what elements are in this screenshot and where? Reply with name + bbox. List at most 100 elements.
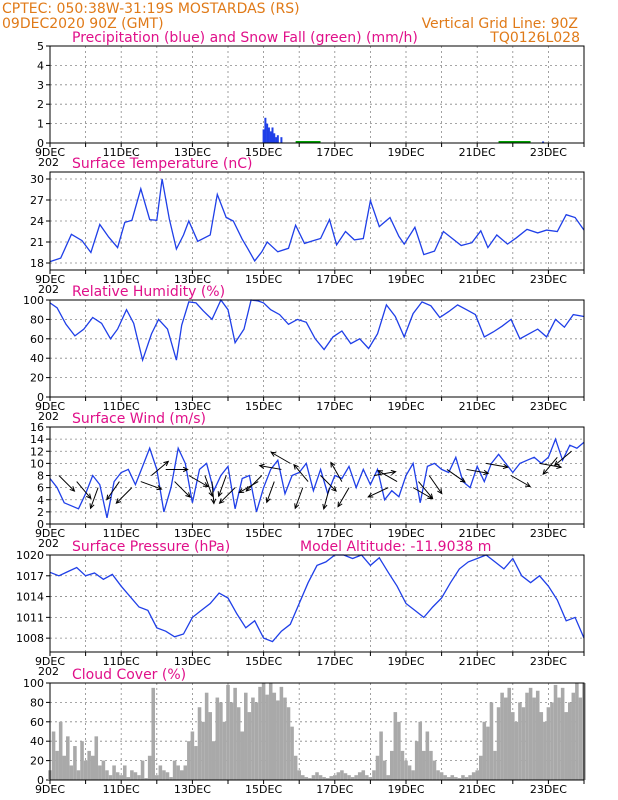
- cloud-bar: [105, 770, 109, 780]
- panel-title-wind: Surface Wind (m/s): [72, 411, 206, 427]
- wind-arrow: [188, 475, 209, 488]
- xtick-label: 11DEC: [103, 655, 140, 668]
- panel-precip: 0 1 2 3 4 5 9DEC 11DEC 13DEC 15DEC 17DEC 19DEC 21DEC…: [35, 40, 585, 169]
- xtick-label: 11DEC: [103, 400, 140, 413]
- wind-arrow-head: [202, 482, 209, 488]
- wind-arrow: [510, 475, 532, 488]
- wind-arrow-shaft: [373, 471, 396, 476]
- wind-arrow-head: [218, 498, 225, 504]
- cloud-bar: [557, 697, 561, 780]
- wind-arrow-shaft: [293, 464, 309, 482]
- wind-arrow-head: [553, 460, 560, 467]
- cloud-bar: [464, 777, 469, 780]
- wind-arrow-head: [390, 469, 397, 476]
- ytick-label: 6: [37, 482, 44, 495]
- cloud-bar: [297, 770, 301, 780]
- cloud-bar: [496, 707, 501, 780]
- wind-arrow-head: [210, 498, 217, 505]
- cloud-bar: [133, 772, 138, 780]
- xtick-label: 9DEC: [35, 527, 65, 540]
- cloud-bar: [73, 746, 77, 780]
- wind-arrow-head: [185, 492, 191, 498]
- cloud-bar: [158, 765, 163, 780]
- cloud-bar: [144, 778, 148, 780]
- wind-arrow: [294, 487, 304, 510]
- cloud-bar: [268, 683, 273, 780]
- xtick-label: 11DEC: [103, 273, 140, 286]
- ytick-label: 100: [23, 677, 44, 690]
- wind-arrow: [377, 469, 398, 482]
- rh-line: [49, 298, 585, 363]
- xtick-label: 19DEC: [387, 783, 424, 796]
- cloud-bar: [471, 772, 476, 780]
- xtick-label: 13DEC: [174, 273, 211, 286]
- cloud-bar: [304, 777, 309, 780]
- cloud-bar: [400, 750, 405, 780]
- cloud-bar: [425, 731, 430, 780]
- wind-arrow: [140, 481, 163, 491]
- wind-arrow-head: [525, 482, 532, 488]
- xtick-label: 17DEC: [316, 400, 353, 413]
- cloud-bar: [62, 755, 67, 780]
- ytick-label: 40: [30, 735, 44, 748]
- ytick-label: 24: [30, 215, 44, 228]
- panel-temp: 18 21 24 27 30 9DEC 11DEC 13DEC 15DEC 17DEC 19DEC 2…: [30, 171, 585, 296]
- wind-arrow-shaft: [211, 481, 215, 504]
- xtick-label: 9DEC: [35, 146, 65, 159]
- xtick-label: 15DEC: [245, 783, 282, 796]
- panel-frame: [49, 45, 585, 144]
- wind-arrow-head: [270, 451, 277, 457]
- wind-arrow-shaft: [204, 475, 213, 497]
- cloud-bar: [322, 777, 326, 780]
- wind-arrow-shaft: [330, 462, 343, 482]
- cloud-bar: [439, 772, 444, 780]
- ytick-label: 100: [23, 294, 44, 307]
- cloud-bar: [226, 684, 230, 780]
- panel-frame: [49, 171, 585, 271]
- ytick-label: 60: [30, 333, 44, 346]
- wind-arrow-head: [483, 469, 490, 476]
- cloud-bar: [461, 775, 465, 780]
- wind-arrow: [367, 487, 389, 498]
- cloud-bar: [204, 692, 209, 780]
- xtick-label: 17DEC: [316, 655, 353, 668]
- wind-arrow-head: [427, 493, 434, 500]
- cloud-bar: [539, 712, 544, 780]
- ytick-label: 8: [37, 470, 44, 483]
- cloud-bar: [372, 770, 376, 780]
- wind-arrow-shaft: [320, 475, 337, 492]
- cloud-bar: [361, 770, 366, 780]
- wind-arrow: [151, 460, 170, 476]
- xtick-label: 15DEC: [245, 146, 282, 159]
- cloud-bar: [468, 775, 472, 780]
- ytick-label: 10: [30, 457, 44, 470]
- cloud-bar: [211, 741, 216, 780]
- wind-arrow-head: [367, 492, 374, 498]
- cloud-bar: [443, 775, 447, 780]
- panel-frame: [49, 426, 585, 525]
- cloud-bar: [247, 712, 252, 780]
- wind-arrow-shaft: [294, 487, 304, 509]
- header-model-code: TQ0126L028: [489, 30, 580, 46]
- ytick-label: 14: [30, 433, 44, 446]
- cloud-bar: [454, 777, 458, 780]
- cloud-bar: [283, 697, 287, 780]
- cloud-bar: [308, 778, 312, 780]
- panel-frame: [49, 299, 585, 398]
- wind-arrow-head: [542, 469, 548, 476]
- cloud-bar: [528, 687, 533, 780]
- cloud-bar: [90, 755, 95, 780]
- xtick-label: 21DEC: [459, 146, 496, 159]
- cloud-bar: [571, 692, 576, 780]
- cloud-bar: [165, 772, 170, 780]
- wind-arrow: [330, 461, 343, 482]
- xtick-label: 21DEC: [459, 273, 496, 286]
- ytick-label: 80: [30, 313, 44, 326]
- xtick-label: 21DEC: [459, 783, 496, 796]
- xtick-label: 21DEC: [459, 400, 496, 413]
- wind-arrow: [174, 481, 191, 498]
- cloud-bar: [236, 707, 241, 780]
- xtick-label: 23DEC: [530, 400, 567, 413]
- cloud-bar: [201, 721, 205, 780]
- wind-arrow: [217, 475, 227, 498]
